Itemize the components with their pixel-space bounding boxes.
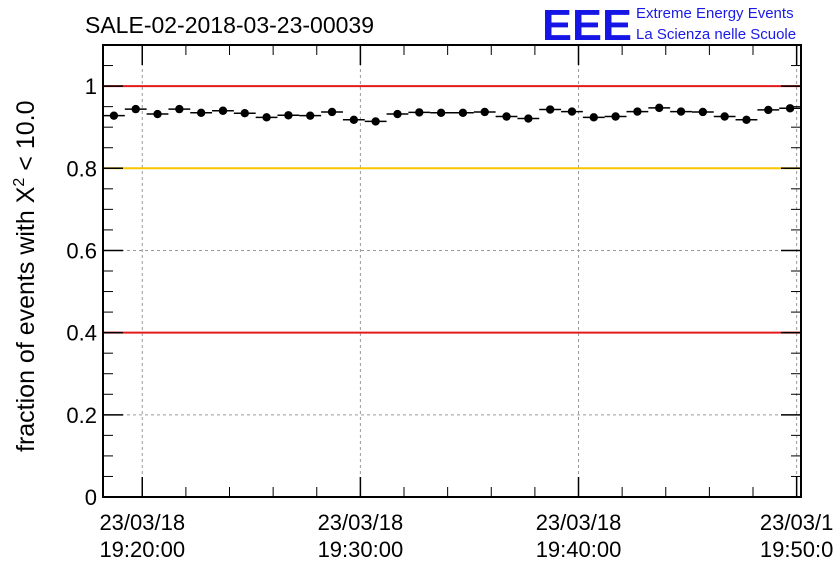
- data-point: [364, 117, 387, 126]
- data-point: [299, 111, 322, 120]
- data-point: [735, 115, 758, 124]
- data-point: [342, 115, 365, 124]
- data-point: [473, 107, 496, 117]
- data-point-marker: [349, 115, 359, 124]
- logo-line2: La Scienza nelle Scuole: [636, 26, 796, 43]
- logo-mark: EEE: [542, 1, 632, 50]
- data-point-marker: [502, 112, 511, 121]
- data-point-marker: [698, 107, 708, 117]
- data-point-marker: [131, 104, 140, 114]
- x-tick-label-date: 23/03/18: [99, 510, 185, 535]
- data-point: [648, 103, 671, 113]
- y-axis-label: fraction of events with X2 < 10.0: [11, 101, 40, 452]
- data-point: [495, 112, 518, 121]
- y-tick-label: 0.2: [66, 403, 97, 428]
- data-point: [168, 104, 191, 114]
- data-point: [539, 105, 562, 114]
- data-point: [321, 107, 343, 117]
- data-point-marker: [436, 108, 446, 118]
- data-point: [713, 112, 736, 121]
- logo-line1: Extreme Energy Events: [636, 5, 794, 22]
- data-point: [582, 113, 605, 122]
- x-tick-label-time: 19:40:00: [536, 537, 622, 562]
- data-point: [386, 109, 409, 119]
- data-point-marker: [676, 107, 686, 116]
- x-tick-label-time: 19:30:00: [318, 537, 404, 562]
- data-point-marker: [655, 103, 664, 113]
- data-point: [779, 104, 801, 113]
- data-point: [124, 104, 147, 114]
- y-tick-label: 0.6: [66, 238, 97, 263]
- data-point-marker: [240, 109, 249, 118]
- data-point-marker: [196, 108, 206, 118]
- data-point-marker: [545, 105, 555, 114]
- data-point: [452, 108, 474, 118]
- y-tick-label: 0.4: [66, 321, 97, 346]
- data-point: [103, 111, 125, 120]
- y-tick-label: 0: [85, 485, 97, 510]
- y-tick-labels: 0 0.2 0.4 0.6 0.8 1: [66, 74, 97, 510]
- data-point: [190, 108, 213, 118]
- y-tick-label: 1: [85, 74, 97, 99]
- data-point: [691, 107, 714, 117]
- data-point-marker: [109, 111, 119, 120]
- chart-title: SALE-02-2018-03-23-00039: [85, 12, 374, 38]
- data-point: [517, 114, 540, 123]
- data-point: [626, 107, 649, 116]
- x-tick-label-time: 19:20:00: [99, 537, 185, 562]
- data-point: [212, 106, 234, 115]
- data-point-marker: [175, 104, 184, 114]
- data-point: [233, 109, 256, 118]
- data-point: [561, 107, 583, 116]
- data-point-marker: [262, 113, 271, 122]
- data-point-marker: [589, 113, 598, 122]
- data-point: [146, 109, 169, 119]
- eee-logo: EEE Extreme Energy Events La Scienza nel…: [542, 1, 796, 50]
- data-point: [408, 108, 431, 117]
- y-tick-label: 0.8: [66, 156, 97, 181]
- data-point: [430, 108, 452, 118]
- data-point: [757, 105, 780, 115]
- plot-area: [103, 45, 801, 497]
- data-point-marker: [393, 109, 402, 119]
- data-point-marker: [567, 107, 577, 116]
- data-point-marker: [153, 109, 162, 119]
- reference-lines: [103, 85, 801, 334]
- data-point-marker: [720, 112, 729, 121]
- data-point-marker: [742, 115, 751, 124]
- data-point-marker: [458, 108, 468, 118]
- plot-frame: [102, 44, 802, 498]
- data-point-marker: [764, 105, 773, 115]
- x-tick-labels: 23/03/1819:20:0023/03/1819:30:0023/03/18…: [99, 510, 833, 562]
- data-point: [670, 107, 692, 116]
- data-point-marker: [218, 106, 228, 115]
- x-tick-label-date: 23/03/18: [536, 510, 622, 535]
- x-tick-label-time: 19:50:0: [760, 537, 833, 562]
- data-point-marker: [306, 111, 315, 120]
- data-series: [103, 103, 801, 126]
- data-point-marker: [480, 107, 489, 117]
- data-point-marker: [611, 112, 620, 121]
- data-point-marker: [327, 107, 337, 117]
- x-tick-label-date: 23/03/18: [318, 510, 404, 535]
- x-tick-label-date: 23/03/1: [760, 510, 833, 535]
- data-point-marker: [633, 107, 642, 116]
- data-point-marker: [415, 108, 424, 117]
- data-point-marker: [785, 104, 795, 113]
- data-point: [255, 113, 278, 122]
- data-point-marker: [524, 114, 533, 123]
- data-point-marker: [371, 117, 380, 126]
- data-point: [604, 112, 627, 121]
- data-point-marker: [284, 111, 293, 120]
- data-point: [277, 111, 300, 120]
